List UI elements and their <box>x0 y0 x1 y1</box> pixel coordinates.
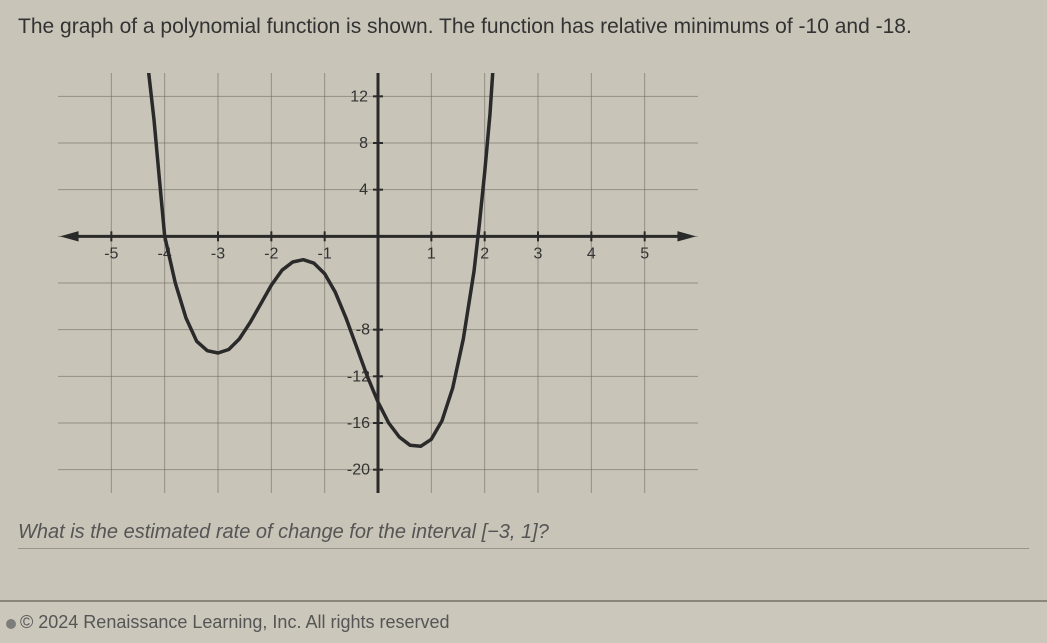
svg-text:4: 4 <box>359 182 368 199</box>
question-prompt: The graph of a polynomial function is sh… <box>18 12 1029 41</box>
svg-text:-5: -5 <box>104 246 118 263</box>
copyright: © 2024 Renaissance Learning, Inc. All ri… <box>0 600 1047 643</box>
svg-text:12: 12 <box>350 89 368 106</box>
min2: -18 <box>876 15 906 38</box>
svg-text:3: 3 <box>534 246 543 263</box>
svg-text:-1: -1 <box>318 246 332 263</box>
suffix: . <box>906 15 912 38</box>
svg-text:-8: -8 <box>356 322 370 339</box>
svg-text:-20: -20 <box>347 462 370 479</box>
svg-text:1: 1 <box>427 246 436 263</box>
svg-text:-16: -16 <box>347 415 370 432</box>
min1: -10 <box>799 15 829 38</box>
polynomial-chart: -5-4-3-2-1123454812-8-12-16-20 <box>18 73 1029 493</box>
mid: and <box>829 15 876 38</box>
prompt-prefix: The graph of a polynomial function is sh… <box>18 15 799 38</box>
svg-text:4: 4 <box>587 246 596 263</box>
svg-text:5: 5 <box>640 246 649 263</box>
followup-question: What is the estimated rate of change for… <box>18 521 1029 549</box>
svg-text:2: 2 <box>480 246 489 263</box>
svg-text:8: 8 <box>359 135 368 152</box>
svg-text:-2: -2 <box>264 246 278 263</box>
svg-text:-3: -3 <box>211 246 225 263</box>
